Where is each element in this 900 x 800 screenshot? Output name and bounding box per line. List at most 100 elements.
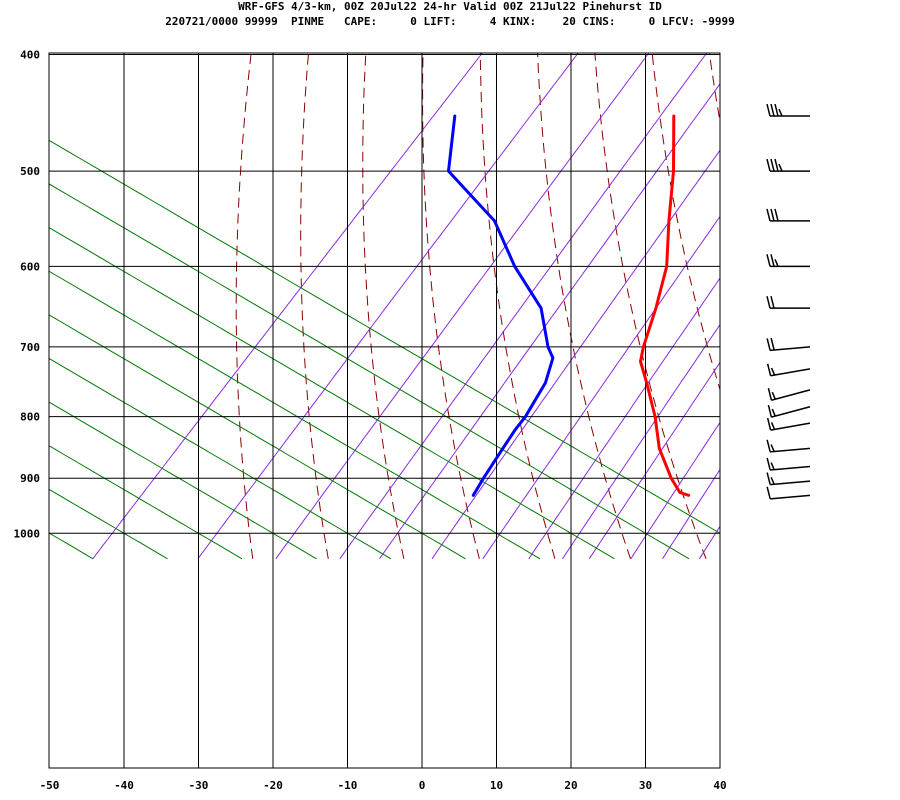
wind-barb-feather — [774, 103, 779, 117]
wind-barb — [766, 158, 810, 172]
sounding-indices: 220721/0000 99999 PINME CAPE: 0 LIFT: 4 … — [165, 15, 735, 28]
wind-barb-feather — [766, 472, 771, 485]
wind-barb-feather — [770, 476, 775, 485]
chart-title: WRF-GFS 4/3-km, 00Z 20Jul22 24-hr Valid … — [238, 0, 662, 13]
wind-barb — [766, 457, 811, 471]
dry-adiabat — [651, 53, 720, 392]
wind-barb-feather — [771, 408, 776, 417]
moist-adiabat — [49, 270, 541, 560]
wind-barb-feather — [774, 158, 779, 172]
wind-barb-feather — [770, 462, 775, 470]
wind-barb-staff — [770, 465, 811, 471]
sounding-series — [447, 114, 691, 497]
wind-barb-feather — [778, 163, 783, 172]
pressure-tick-labels: 400 500 600 700 800 900 1000 — [14, 49, 41, 541]
pressure-tick-label: 900 — [20, 472, 40, 485]
dry-adiabat — [594, 53, 707, 559]
wind-barb-feather — [770, 158, 775, 172]
dry-adiabat — [235, 53, 254, 559]
mixing-ratio-line — [698, 525, 720, 560]
wind-barb-staff — [770, 494, 811, 500]
pressure-tick-label: 500 — [20, 165, 40, 178]
grid-lines — [49, 53, 720, 768]
wind-barb-feather — [771, 391, 776, 400]
moist-adiabat — [49, 488, 168, 560]
wind-barb-staff — [770, 422, 811, 431]
wind-barb-staff — [770, 368, 811, 377]
temperature-tick-label: 20 — [564, 779, 577, 792]
dry-adiabat — [537, 53, 631, 559]
wind-barb-feather — [770, 208, 775, 222]
wind-barb-feather — [770, 337, 775, 351]
temperature-tick-label: 30 — [639, 779, 652, 792]
moist-adiabat — [49, 226, 615, 560]
wind-barb-staff — [771, 406, 811, 418]
dewpoint-profile — [447, 114, 555, 497]
wind-barb — [766, 439, 811, 453]
moist-adiabat — [49, 357, 392, 560]
mixing-ratio-line — [528, 277, 720, 560]
wind-barb-feather — [770, 444, 775, 452]
wind-barb-feather — [766, 254, 771, 267]
mixing-ratio-line — [482, 215, 720, 560]
wind-barbs — [766, 103, 811, 500]
moist-adiabat — [49, 314, 466, 560]
dry-adiabat — [879, 41, 900, 559]
wind-barb — [767, 388, 811, 401]
wind-barb-feather — [774, 208, 779, 222]
dry-adiabat — [300, 53, 329, 559]
plot-frame — [48, 52, 721, 769]
wind-barb-feather — [770, 295, 775, 309]
temperature-tick-label: 40 — [713, 779, 726, 792]
wind-barb-feather — [766, 486, 771, 500]
moist-adiabat — [49, 139, 720, 534]
temperature-tick-label: 10 — [490, 779, 503, 792]
wind-barb — [767, 404, 811, 418]
moist-adiabat — [49, 183, 690, 560]
wind-barb — [766, 417, 811, 431]
wind-barb-staff — [770, 346, 811, 352]
wind-barb-feather — [767, 388, 773, 401]
temperature-tick-label: -50 — [40, 779, 60, 792]
wind-barb-feather — [766, 439, 771, 453]
mixing-ratio-line — [197, 53, 579, 560]
moist-adiabat — [49, 401, 317, 560]
wind-barb-feather — [770, 254, 775, 267]
wind-barb — [766, 295, 810, 309]
pressure-tick-label: 1000 — [14, 527, 41, 540]
wind-barb-feather — [770, 367, 776, 376]
wind-barb — [766, 337, 811, 352]
temperature-tick-label: -10 — [338, 779, 358, 792]
mixing-ratio-line — [92, 53, 483, 560]
dry-adiabat — [479, 53, 556, 559]
wind-barb-feather — [774, 259, 779, 267]
wind-barb — [766, 363, 811, 377]
temperature-tick-label: -30 — [189, 779, 209, 792]
wind-barb — [766, 103, 810, 117]
wind-barb — [766, 208, 810, 222]
wind-barb-feather — [766, 338, 771, 351]
wind-barb-feather — [766, 457, 771, 471]
dry-adiabat — [708, 53, 720, 125]
moist-adiabat — [49, 445, 243, 560]
wind-barb-staff — [770, 480, 811, 486]
wind-barb — [766, 472, 811, 486]
wind-barb-staff — [771, 389, 811, 401]
wind-barb-feather — [778, 108, 783, 117]
wind-barb-staff — [770, 447, 811, 453]
wind-barb-feather — [766, 208, 771, 222]
wind-barb-feather — [766, 417, 772, 431]
temperature-profile — [639, 114, 691, 497]
wind-barb-feather — [766, 363, 772, 376]
temperature-tick-label: -20 — [263, 779, 283, 792]
pressure-tick-label: 800 — [20, 411, 40, 424]
pressure-tick-label: 700 — [20, 341, 40, 354]
wind-barb — [766, 486, 811, 500]
temperature-tick-label: -40 — [114, 779, 134, 792]
background-lines — [49, 41, 900, 560]
moist-adiabat — [49, 532, 94, 560]
dry-adiabat — [362, 53, 405, 559]
dry-adiabat — [822, 41, 900, 559]
temperature-tick-label: 0 — [419, 779, 426, 792]
